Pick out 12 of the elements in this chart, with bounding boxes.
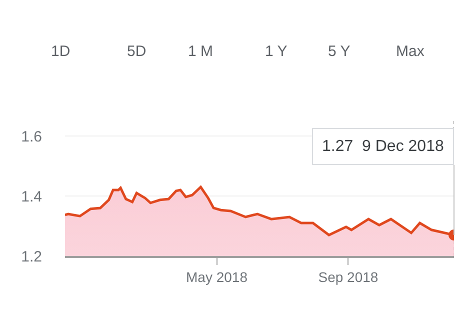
text: 1 Y bbox=[265, 43, 288, 60]
x-tick-label: Sep 2018 bbox=[318, 268, 378, 285]
text: 5D bbox=[127, 43, 146, 60]
text: Max bbox=[396, 43, 425, 60]
y-tick-label: 1.4 bbox=[21, 188, 42, 206]
text: 5 Y bbox=[328, 43, 350, 60]
y-tick-label: 1.6 bbox=[21, 128, 42, 146]
text: 1D bbox=[51, 43, 70, 60]
text: 1 M bbox=[188, 43, 214, 60]
annotation: 1.27 9 Dec 2018 bbox=[322, 138, 444, 155]
x-tick-label: May 2018 bbox=[186, 268, 248, 285]
y-tick-label: 1.2 bbox=[21, 248, 42, 266]
